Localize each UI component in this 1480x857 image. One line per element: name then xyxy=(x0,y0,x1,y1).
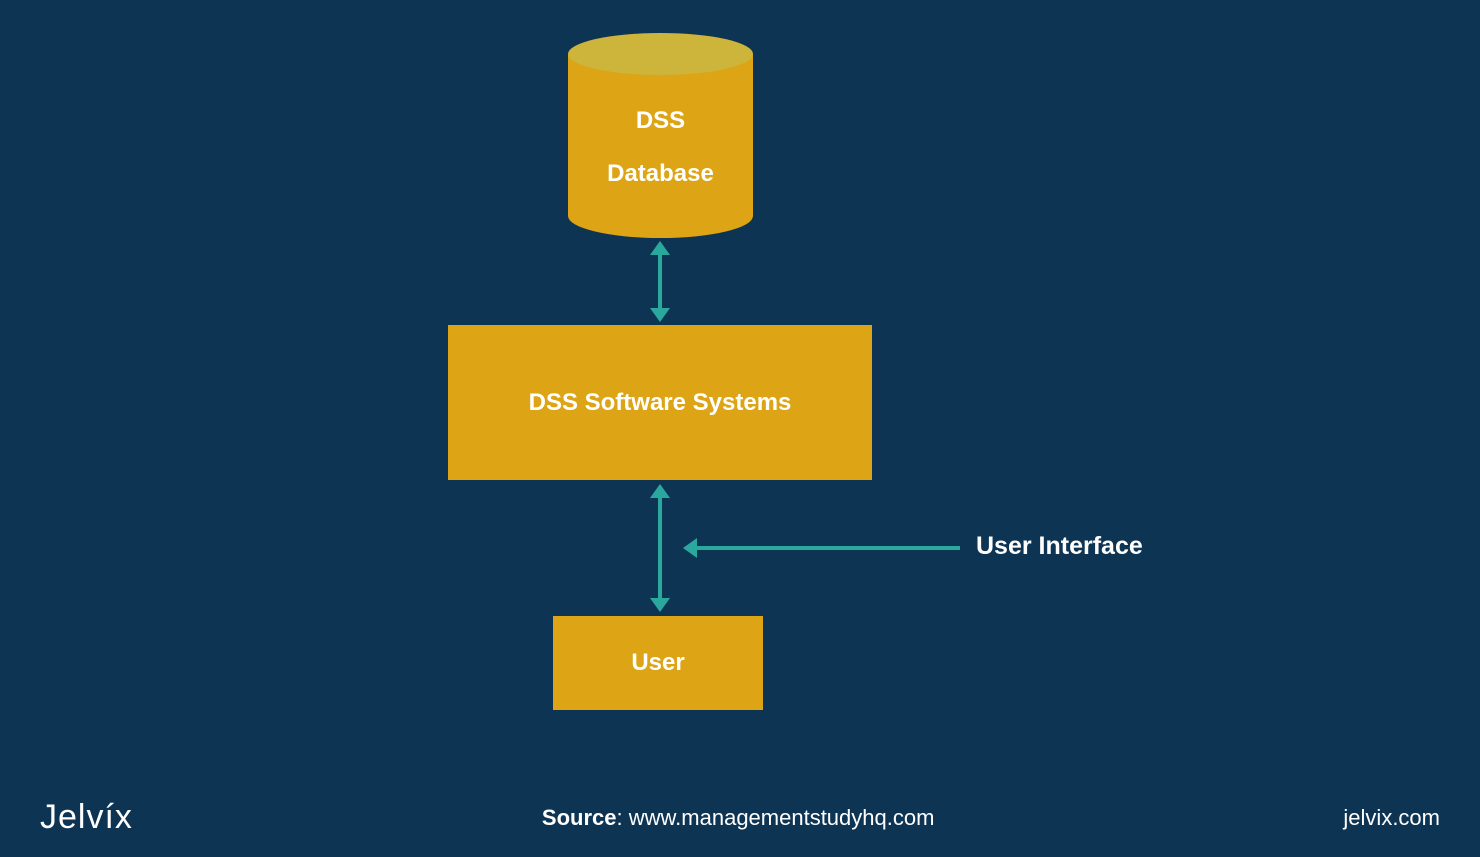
footer-url: jelvix.com xyxy=(1343,805,1440,831)
diagram-canvas: DSS Database DSS Software Systems User U… xyxy=(0,0,1480,857)
arrow-interface-pointer xyxy=(683,538,960,558)
arrow-software-user xyxy=(650,484,670,612)
arrow-database-software xyxy=(650,241,670,322)
logo: Jelvíx xyxy=(40,798,133,837)
source-value: : www.managementstudyhq.com xyxy=(617,805,935,830)
database-label-line1: DSS xyxy=(607,95,714,148)
source-prefix: Source xyxy=(542,805,617,830)
database-label: DSS Database xyxy=(607,95,714,201)
footer-bar: Jelvíx Source: www.managementstudyhq.com… xyxy=(0,778,1480,857)
arrows-layer xyxy=(0,0,1480,857)
cylinder-top-ellipse xyxy=(568,33,753,75)
source-citation: Source: www.managementstudyhq.com xyxy=(542,805,935,831)
database-label-line2: Database xyxy=(607,148,714,201)
